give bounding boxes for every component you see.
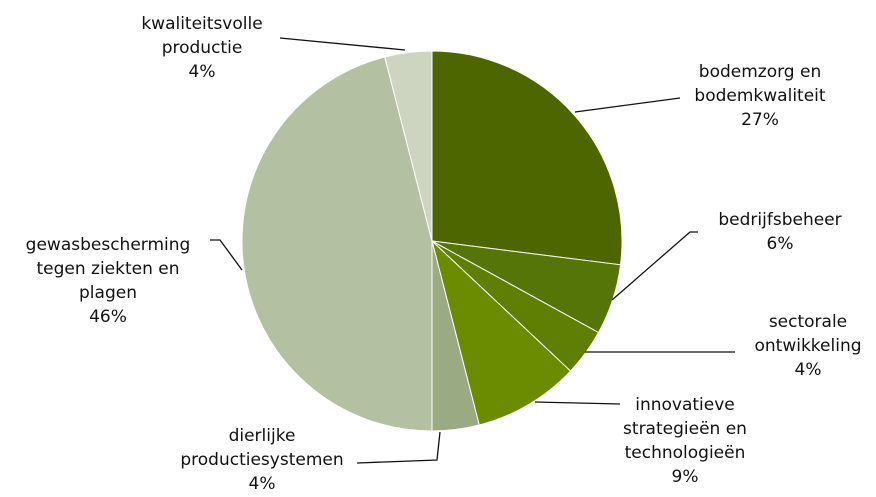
percent: 4% bbox=[248, 474, 276, 494]
leader-line bbox=[210, 239, 243, 271]
category: dierlijke productiesystemen bbox=[180, 426, 344, 470]
pie-slice bbox=[241, 56, 433, 432]
pie-slice bbox=[431, 50, 623, 266]
slice-label: sectorale ontwikkeling 4% bbox=[754, 310, 861, 382]
slice-label: dierlijke productiesystemen 4% bbox=[180, 424, 343, 496]
category: kwaliteitsvolle productie bbox=[141, 14, 263, 58]
category: innovatieve strategieën en technologieën bbox=[623, 395, 747, 463]
leader-line bbox=[611, 231, 698, 301]
percent: 46% bbox=[89, 307, 127, 327]
percent: 9% bbox=[671, 467, 699, 487]
leader-line bbox=[534, 401, 621, 405]
slice-label: gewasbescherming tegen ziekten en plagen… bbox=[26, 233, 191, 329]
slice-label: bedrijfsbeheer 6% bbox=[718, 208, 841, 256]
category: bedrijfsbeheer bbox=[718, 210, 842, 230]
category: sectorale ontwikkeling bbox=[754, 312, 862, 356]
percent: 4% bbox=[188, 62, 216, 82]
category: gewasbescherming tegen ziekten en plagen bbox=[25, 235, 191, 303]
slices bbox=[241, 50, 623, 432]
pie-slice bbox=[431, 239, 572, 426]
slice-label: kwaliteitsvolle productie 4% bbox=[141, 12, 262, 84]
percent: 6% bbox=[766, 234, 794, 254]
slice-label: bodemzorg en bodemkwaliteit 27% bbox=[694, 60, 825, 132]
pie-slice bbox=[384, 50, 433, 242]
percent: 4% bbox=[794, 360, 822, 380]
leader-line bbox=[356, 431, 441, 464]
percent: 27% bbox=[741, 110, 779, 130]
leader-line bbox=[279, 37, 406, 51]
category: bodemzorg en bodemkwaliteit bbox=[694, 62, 826, 106]
leader-line bbox=[574, 97, 681, 113]
slice-label: innovatieve strategieën en technologieën… bbox=[623, 393, 747, 489]
